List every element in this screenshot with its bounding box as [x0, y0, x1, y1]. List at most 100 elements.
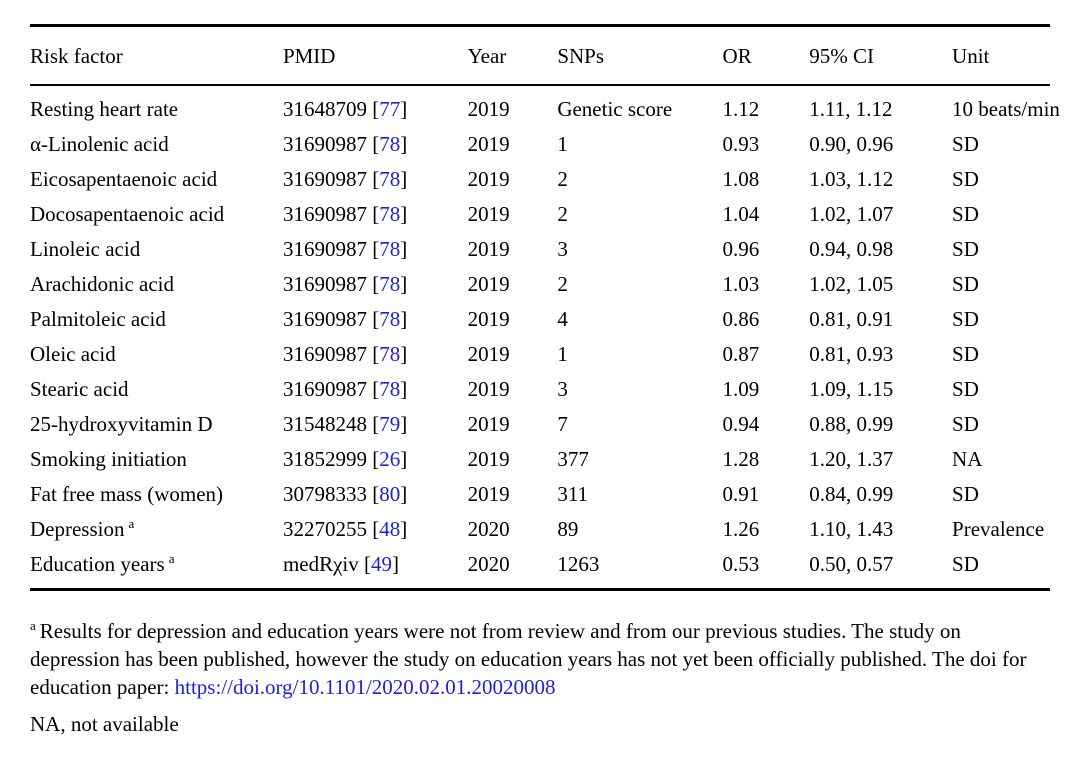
paper-table-page: Risk factor PMID Year SNPs OR 95% CI Uni… [30, 24, 1060, 736]
cell-ci: 1.03, 1.12 [809, 167, 894, 191]
cell-pmid: 31690987 [78] [283, 302, 468, 337]
cell-snps: 2 [557, 272, 568, 296]
cell-snps: 4 [557, 307, 568, 331]
cell-or: 1.12 [722, 97, 760, 121]
cell-pmid: 31690987 [78] [283, 372, 468, 407]
cell-or: 1.03 [722, 272, 760, 296]
cell-risk-factor: Resting heart rate [30, 85, 283, 127]
cell-unit: 10 beats/min [952, 97, 1060, 121]
cell-pmid: 31852999 [26] [283, 442, 468, 477]
cell-year: 2019 [467, 412, 510, 436]
cell-pmid: 31548248 [79] [283, 407, 468, 442]
risk-factor-label: Linoleic acid [30, 237, 141, 261]
cell-snps: 377 [557, 447, 589, 471]
citation-ref-link[interactable]: 80 [379, 482, 401, 506]
column-header-risk-factor: Risk factor [30, 25, 283, 86]
cell-risk-factor: Arachidonic acid [30, 267, 283, 302]
risk-factor-label: Oleic acid [30, 342, 116, 366]
cell-ci: 0.81, 0.91 [809, 307, 894, 331]
cell-or: 1.28 [722, 447, 760, 471]
cell-risk-factor: Eicosapentaenoic acid [30, 162, 283, 197]
table-row: 25-hydroxyvitamin D 31548248 [79] 2019 7… [30, 407, 1050, 442]
footnote-text: Results for depression and education yea… [30, 619, 1027, 699]
footnote-marker-sup: a [128, 516, 135, 531]
citation-ref-link[interactable]: 78 [379, 307, 401, 331]
cell-risk-factor: Depression a [30, 512, 283, 547]
cell-risk-factor: Smoking initiation [30, 442, 283, 477]
cell-risk-factor: Palmitoleic acid [30, 302, 283, 337]
cell-snps: 1263 [557, 552, 600, 576]
table-header: Risk factor PMID Year SNPs OR 95% CI Uni… [30, 25, 1050, 86]
footnote-marker: a [30, 618, 36, 633]
cell-pmid: 31690987 [78] [283, 337, 468, 372]
cell-or: 0.53 [722, 552, 760, 576]
cell-year: 2019 [467, 202, 510, 226]
citation-ref-link[interactable]: 79 [379, 412, 401, 436]
cell-ci: 1.02, 1.05 [809, 272, 894, 296]
cell-risk-factor: α-Linolenic acid [30, 127, 283, 162]
risk-factor-label: Fat free mass (women) [30, 482, 224, 506]
citation-ref-link[interactable]: 78 [379, 237, 401, 261]
citation-bracket: ] [400, 517, 408, 541]
doi-link[interactable]: https://doi.org/10.1101/2020.02.01.20020… [174, 675, 556, 699]
citation-ref-link[interactable]: 26 [379, 447, 401, 471]
cell-risk-factor: 25-hydroxyvitamin D [30, 407, 283, 442]
cell-year: 2019 [467, 272, 510, 296]
cell-risk-factor: Fat free mass (women) [30, 477, 283, 512]
table-row: α-Linolenic acid 31690987 [78] 2019 1 0.… [30, 127, 1050, 162]
cell-or: 0.96 [722, 237, 760, 261]
citation-bracket: ] [400, 342, 408, 366]
citation-ref-link[interactable]: 78 [379, 202, 401, 226]
table-footnote: a Results for depression and education ye… [30, 617, 1050, 701]
risk-factor-label: Palmitoleic acid [30, 307, 166, 331]
citation-ref-link[interactable]: 78 [379, 342, 401, 366]
cell-year: 2020 [467, 517, 510, 541]
cell-year: 2019 [467, 482, 510, 506]
footnote-paragraph: a Results for depression and education ye… [30, 617, 1050, 701]
cell-ci: 0.90, 0.96 [809, 132, 894, 156]
citation-ref-link[interactable]: 49 [371, 552, 393, 576]
risk-factor-label: Docosapentaenoic acid [30, 202, 225, 226]
cell-snps: 89 [557, 517, 579, 541]
table-row: Palmitoleic acid 31690987 [78] 2019 4 0.… [30, 302, 1050, 337]
risk-factor-label: Smoking initiation [30, 447, 187, 471]
citation-bracket: ] [400, 167, 408, 191]
citation-bracket: ] [400, 377, 408, 401]
table-row: Fat free mass (women) 30798333 [80] 2019… [30, 477, 1050, 512]
citation-ref-link[interactable]: 77 [379, 97, 401, 121]
citation-ref-link[interactable]: 78 [379, 272, 401, 296]
cell-risk-factor: Linoleic acid [30, 232, 283, 267]
cell-unit: SD [952, 552, 979, 576]
table-row: Oleic acid 31690987 [78] 2019 1 0.87 0.8… [30, 337, 1050, 372]
cell-ci: 1.10, 1.43 [809, 517, 894, 541]
cell-or: 0.87 [722, 342, 760, 366]
cell-unit: SD [952, 307, 979, 331]
pmid-text: 31690987 [ [282, 272, 380, 296]
citation-bracket: ] [400, 97, 408, 121]
citation-bracket: ] [400, 202, 408, 226]
pmid-text: 31690987 [ [282, 307, 380, 331]
cell-snps: 2 [557, 202, 568, 226]
cell-or: 0.86 [722, 307, 760, 331]
cell-unit: SD [952, 132, 979, 156]
citation-ref-link[interactable]: 78 [379, 167, 401, 191]
cell-ci: 0.88, 0.99 [809, 412, 894, 436]
pmid-text: 31690987 [ [282, 342, 380, 366]
na-abbreviation-note: NA, not available [30, 712, 179, 736]
cell-ci: 1.09, 1.15 [809, 377, 894, 401]
cell-unit: Prevalence [952, 517, 1045, 541]
risk-factor-label: Education years [30, 552, 165, 576]
cell-pmid: 31648709 [77] [283, 85, 468, 127]
cell-risk-factor: Stearic acid [30, 372, 283, 407]
column-header-ci: 95% CI [809, 25, 953, 86]
citation-ref-link[interactable]: 48 [379, 517, 401, 541]
pmid-text: 30798333 [ [282, 482, 380, 506]
citation-ref-link[interactable]: 78 [379, 132, 401, 156]
citation-ref-link[interactable]: 78 [379, 377, 401, 401]
pmid-text: 31548248 [ [282, 412, 380, 436]
cell-ci: 0.84, 0.99 [809, 482, 894, 506]
risk-factor-label: 25-hydroxyvitamin D [30, 412, 213, 436]
cell-pmid: 30798333 [80] [283, 477, 468, 512]
risk-factor-table: Risk factor PMID Year SNPs OR 95% CI Uni… [30, 24, 1060, 591]
risk-factor-label: Depression [30, 517, 125, 541]
